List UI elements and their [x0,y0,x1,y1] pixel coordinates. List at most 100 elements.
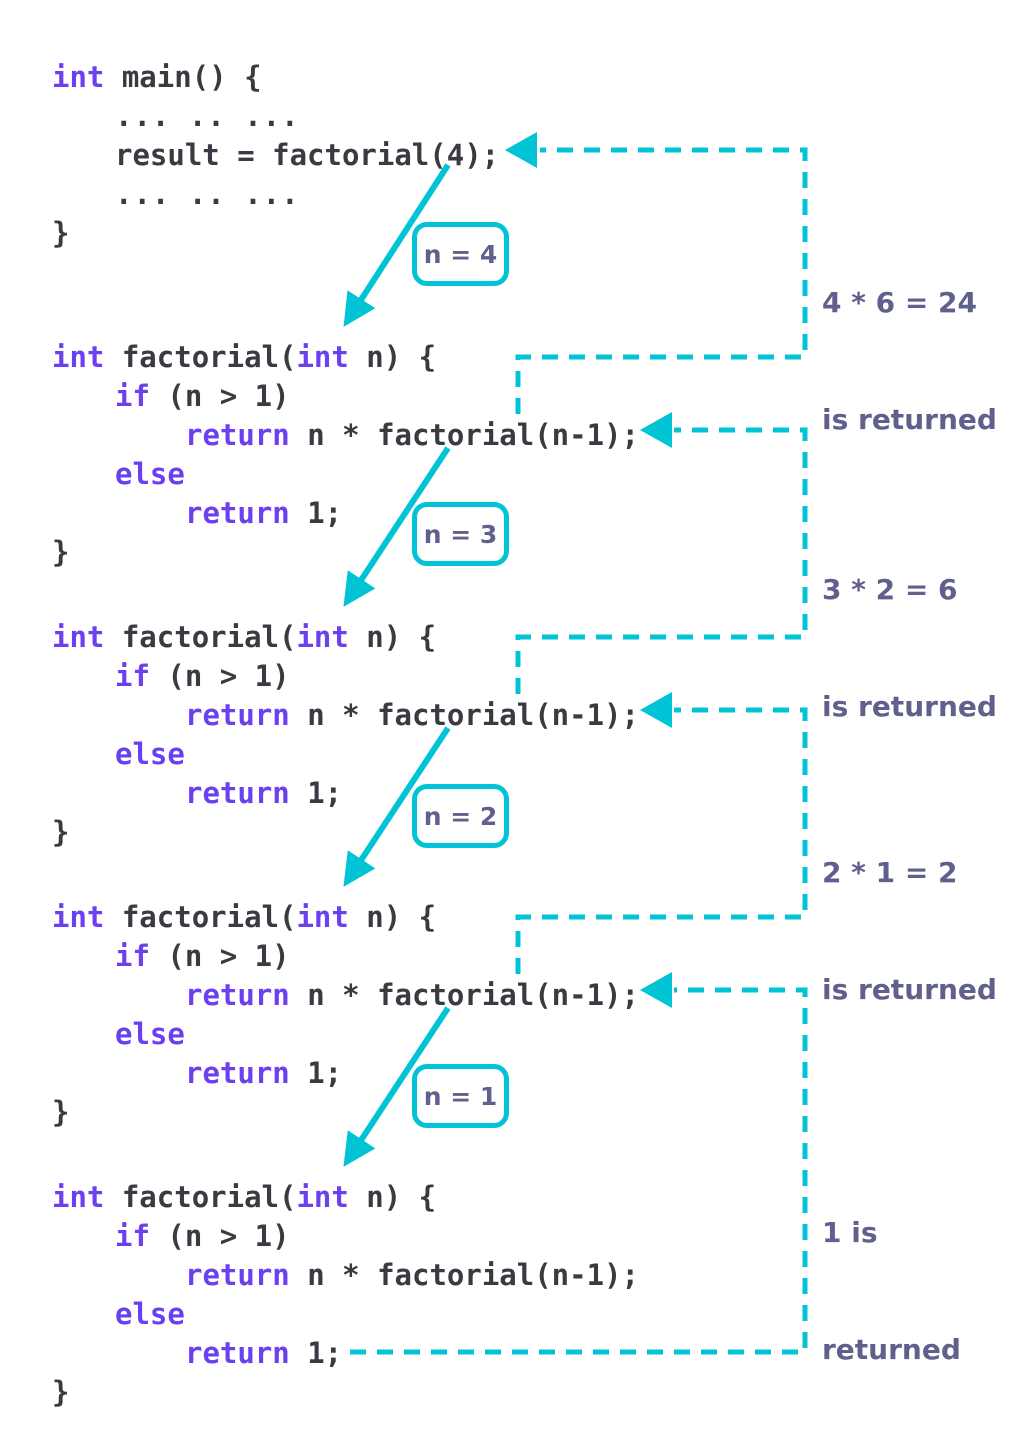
keyword-if: if [115,1219,150,1253]
else-line: else [52,1015,639,1054]
keyword-else: else [115,1297,185,1331]
return-path-1 [515,147,808,414]
keyword-return: return [185,1258,290,1292]
keyword-else: else [115,1017,185,1051]
recursive-return-line: return n * factorial(n-1); [52,416,639,455]
return-value: 1; [289,1336,343,1370]
keyword-int: int [52,620,105,654]
else-line: else [52,455,639,494]
annotation-value: 2 * 1 = 2 [822,856,958,889]
keyword-int: int [296,1180,349,1214]
return-annotation-2: 3 * 2 = 6 is returned [822,492,997,804]
return-expression: n * factorial(n-1); [289,418,639,452]
call-arrow-2 [343,446,451,607]
keyword-if: if [115,939,150,973]
else-line: else [52,735,639,774]
ellipsis-line: ... .. ... [115,177,300,211]
factorial-block-n2: int factorial(int n) { if (n > 1) return… [52,898,639,1132]
annotation-caption: is returned [822,403,997,436]
return-expression: n * factorial(n-1); [289,1258,639,1292]
factorial-signature-line: int factorial(int n) { [52,338,639,377]
keyword-else: else [115,737,185,771]
keyword-if: if [115,659,150,693]
if-condition: (n > 1) [149,379,290,413]
param-box-n1: n = 1 [412,1064,509,1128]
return-arrowhead-2 [640,412,672,448]
return-value: 1; [289,1056,343,1090]
factorial-block-n3: int factorial(int n) { if (n > 1) return… [52,618,639,852]
keyword-int: int [52,340,105,374]
keyword-return: return [185,496,290,530]
main-signature: main() { [104,60,262,94]
return-arrowhead-3 [640,692,672,728]
call-arrow-3 [343,726,451,887]
return-path-3 [515,707,808,974]
keyword-int: int [52,900,105,934]
return-annotation-1: 4 * 6 = 24 is returned [822,205,997,517]
keyword-return: return [185,776,290,810]
param-box-label: n = 4 [423,239,498,269]
keyword-int: int [296,620,349,654]
factorial-block-n4: int factorial(int n) { if (n > 1) return… [52,338,639,572]
factorial-signature-line: int factorial(int n) { [52,1178,639,1217]
if-line: if (n > 1) [52,1217,639,1256]
keyword-int: int [296,900,349,934]
call-arrow-1 [343,163,451,327]
param-box-label: n = 2 [423,801,498,831]
closing-brace: } [52,216,70,250]
base-return-line: return 1; [52,774,639,813]
closing-brace: } [52,1095,70,1129]
base-return-line: return 1; [52,1054,639,1093]
closing-brace: } [52,815,70,849]
keyword-int: int [52,1180,105,1214]
param-box-n4: n = 4 [412,222,509,286]
closing-brace: } [52,1375,70,1409]
return-annotation-3: 2 * 1 = 2 is returned [822,775,997,1087]
function-name: factorial( [104,1180,297,1214]
keyword-return: return [185,1336,290,1370]
if-line: if (n > 1) [52,657,639,696]
annotation-caption: is returned [822,690,997,723]
recursive-return-line: return n * factorial(n-1); [52,976,639,1015]
base-return-line: return 1; [52,494,639,533]
call-arrow-4 [343,1006,451,1167]
else-line: else [52,1295,639,1334]
keyword-return: return [185,1056,290,1090]
param-box-label: n = 3 [423,519,498,549]
function-name: factorial( [104,340,297,374]
return-path-2 [515,427,808,694]
if-condition: (n > 1) [149,1219,290,1253]
keyword-if: if [115,379,150,413]
parameter: n) { [348,900,437,934]
factorial-signature-line: int factorial(int n) { [52,618,639,657]
return-annotation-4: 1 is returned [822,1135,961,1447]
factorial-block-n1: int factorial(int n) { if (n > 1) return… [52,1178,639,1412]
return-arrowhead-4 [640,972,672,1008]
main-signature-line: int main() { [52,58,499,97]
annotation-value: 1 is [822,1216,878,1249]
if-condition: (n > 1) [149,659,290,693]
ellipsis-line: ... .. ... [115,99,300,133]
factorial-signature-line: int factorial(int n) { [52,898,639,937]
annotation-value: 3 * 2 = 6 [822,573,958,606]
recursive-return-line: return n * factorial(n-1); [52,696,639,735]
keyword-int: int [296,340,349,374]
return-expression: n * factorial(n-1); [289,698,639,732]
annotation-value: 4 * 6 = 24 [822,286,978,319]
return-value: 1; [289,776,343,810]
keyword-else: else [115,457,185,491]
return-path-4 [350,987,808,1355]
parameter: n) { [348,620,437,654]
parameter: n) { [348,1180,437,1214]
function-name: factorial( [104,900,297,934]
return-expression: n * factorial(n-1); [289,978,639,1012]
closing-brace: } [52,535,70,569]
if-line: if (n > 1) [52,937,639,976]
parameter: n) { [348,340,437,374]
return-arrowhead-1 [505,132,537,168]
keyword-return: return [185,698,290,732]
function-name: factorial( [104,620,297,654]
keyword-int: int [52,60,105,94]
